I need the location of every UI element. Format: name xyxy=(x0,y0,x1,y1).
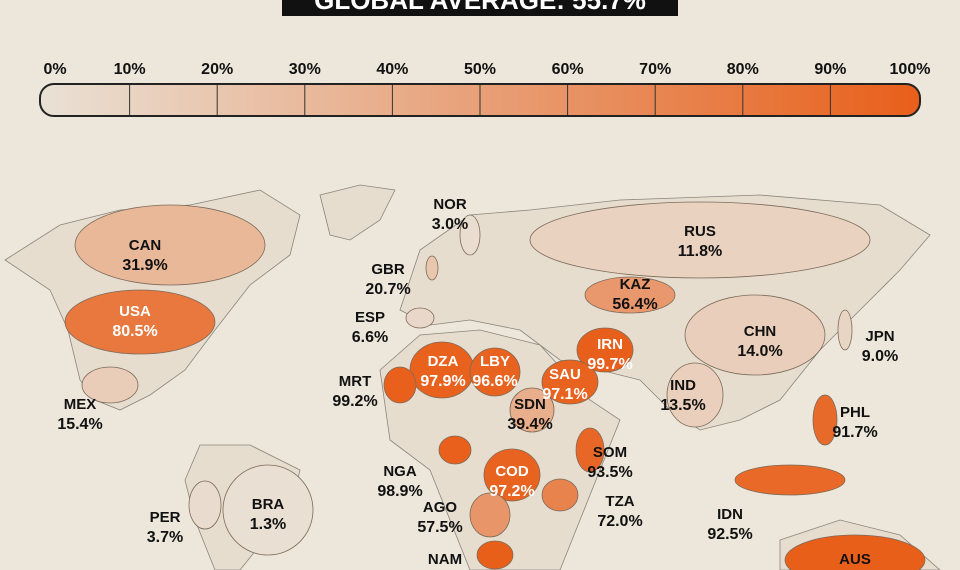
country-code: COD xyxy=(495,463,529,480)
country-value: 92.5% xyxy=(707,526,752,543)
country-value: 15.4% xyxy=(57,416,102,433)
country-shape xyxy=(812,394,838,446)
title: GLOBAL AVERAGE: 55.7% xyxy=(314,0,646,15)
country-shape xyxy=(483,448,541,502)
legend-tick-label: 60% xyxy=(552,61,584,78)
country-shape xyxy=(188,480,222,530)
legend-tick-label: 40% xyxy=(376,61,408,78)
country-code: SOM xyxy=(593,444,627,461)
country-shape xyxy=(541,359,599,405)
country-shape xyxy=(575,427,605,473)
country-code: LBY xyxy=(480,353,510,370)
country-value: 97.1% xyxy=(542,386,587,403)
title-box xyxy=(282,0,678,16)
country-code: BRA xyxy=(252,496,285,513)
country-shape xyxy=(64,289,216,355)
country-value: 98.9% xyxy=(377,483,422,500)
country-value: 20.7% xyxy=(365,281,410,298)
country-shape xyxy=(666,362,724,428)
country-code: DZA xyxy=(428,353,459,370)
country-code: MRT xyxy=(339,373,372,390)
country-shape xyxy=(425,255,439,281)
country-code: PHL xyxy=(840,404,870,421)
country-shape xyxy=(784,534,926,570)
country-shape xyxy=(576,327,634,373)
country-shape xyxy=(469,492,511,538)
country-shape xyxy=(509,387,555,433)
country-value: 3.7% xyxy=(147,529,183,546)
country-value: 11.8% xyxy=(678,243,722,260)
country-value: 3.0% xyxy=(432,216,468,233)
country-value: 1.3% xyxy=(250,516,286,533)
country-code: JPN xyxy=(865,328,894,345)
country-code: KAZ xyxy=(620,276,651,293)
country-shape xyxy=(541,478,579,512)
country-code: AUS xyxy=(839,551,871,568)
country-code: PER xyxy=(150,509,181,526)
country-value: 72.0% xyxy=(597,513,642,530)
country-code: IRN xyxy=(597,336,623,353)
country-code: SAU xyxy=(549,366,581,383)
greenland xyxy=(319,184,396,241)
country-value: 80.5% xyxy=(112,323,157,340)
legend-tick-label: 10% xyxy=(114,61,146,78)
country-shape xyxy=(469,347,521,397)
country-shape xyxy=(438,435,472,465)
country-code: CAN xyxy=(129,237,162,254)
country-shape xyxy=(383,366,417,404)
country-shape xyxy=(74,204,266,286)
legend-tick-label: 20% xyxy=(201,61,233,78)
country-value: 57.5% xyxy=(417,519,462,536)
country-shape xyxy=(684,294,826,376)
country-code: NAM xyxy=(428,551,462,568)
country-code: SDN xyxy=(514,396,546,413)
country-value: 13.5% xyxy=(660,397,705,414)
country-code: AGO xyxy=(423,499,458,516)
country-value: 9.0% xyxy=(862,348,898,365)
country-code: NOR xyxy=(433,196,467,213)
legend-tick-label: 30% xyxy=(289,61,321,78)
legend-tick-label: 0% xyxy=(43,61,66,78)
country-code: IDN xyxy=(717,506,743,523)
country-shape xyxy=(584,276,676,314)
country-code: GBR xyxy=(371,261,405,278)
country-shape xyxy=(222,464,314,556)
country-code: IND xyxy=(670,377,696,394)
country-value: 91.7% xyxy=(832,424,877,441)
country-code: TZA xyxy=(605,493,634,510)
country-shape xyxy=(476,540,514,570)
country-shape xyxy=(81,366,139,404)
country-value: 39.4% xyxy=(507,416,552,433)
country-value: 97.2% xyxy=(489,483,534,500)
country-code: RUS xyxy=(684,223,716,240)
country-value: 97.9% xyxy=(420,373,465,390)
country-code: ESP xyxy=(355,309,385,326)
country-shape xyxy=(734,464,846,496)
country-shape xyxy=(459,214,481,256)
country-code: MEX xyxy=(64,396,97,413)
country-shape xyxy=(529,201,871,279)
country-value: 56.4% xyxy=(612,296,657,313)
country-code: CHN xyxy=(744,323,777,340)
country-code: NGA xyxy=(383,463,417,480)
country-value: 31.9% xyxy=(122,257,167,274)
legend-tick-label: 100% xyxy=(890,61,931,78)
country-code: USA xyxy=(119,303,151,320)
country-value: 14.0% xyxy=(737,343,782,360)
legend-tick-label: 90% xyxy=(814,61,846,78)
country-value: 99.2% xyxy=(332,393,377,410)
country-shape xyxy=(837,309,853,351)
country-value: 99.7% xyxy=(587,356,632,373)
country-value: 6.6% xyxy=(352,329,388,346)
legend-tick-label: 50% xyxy=(464,61,496,78)
legend-tick-label: 70% xyxy=(639,61,671,78)
country-value: 96.6% xyxy=(472,373,517,390)
country-shape xyxy=(405,307,435,329)
country-value: 93.5% xyxy=(587,464,632,481)
legend-tick-label: 80% xyxy=(727,61,759,78)
